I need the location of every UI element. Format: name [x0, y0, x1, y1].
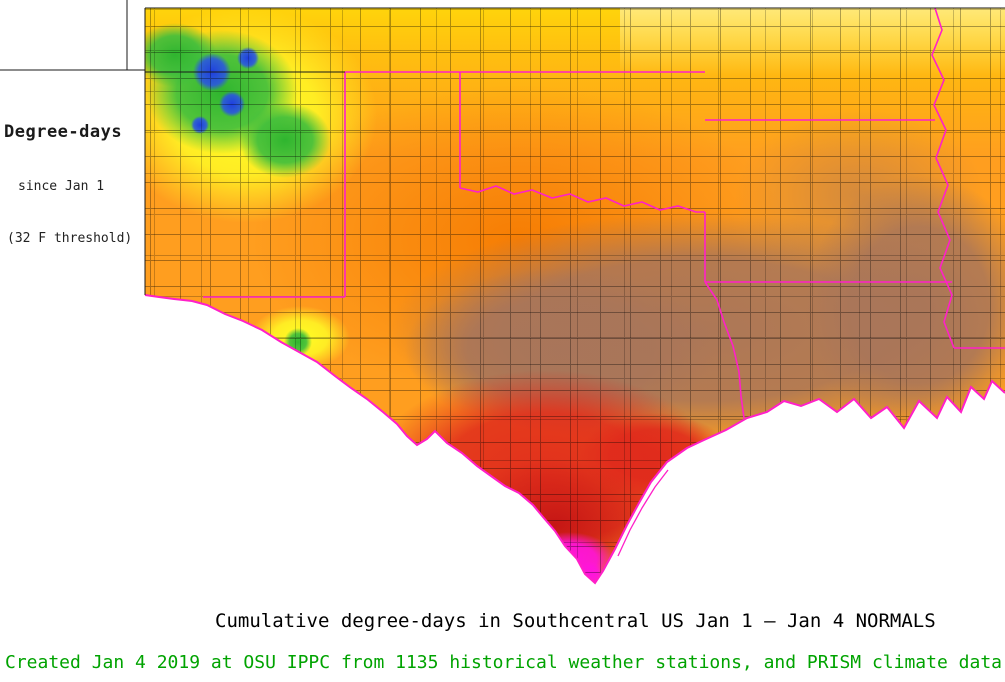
credit-line: Created Jan 4 2019 at OSU IPPC from 1135… [5, 652, 1002, 673]
legend-threshold-line: (32 F threshold) [7, 231, 133, 246]
legend-since-line: since Jan 1 [18, 179, 105, 194]
barrier-island [617, 469, 669, 557]
legend-title: Degree-days [4, 122, 123, 142]
map-legend: Degree-days since Jan 1 (32 F threshold) [4, 84, 132, 284]
degree-day-shading [145, 8, 1005, 583]
county-grid-2 [145, 8, 1005, 583]
coastline-border [144, 294, 1005, 585]
map-caption: Cumulative degree-days in Southcentral U… [215, 610, 936, 632]
map-frame-lines [0, 0, 1005, 295]
state-boundaries [203, 7, 1005, 419]
